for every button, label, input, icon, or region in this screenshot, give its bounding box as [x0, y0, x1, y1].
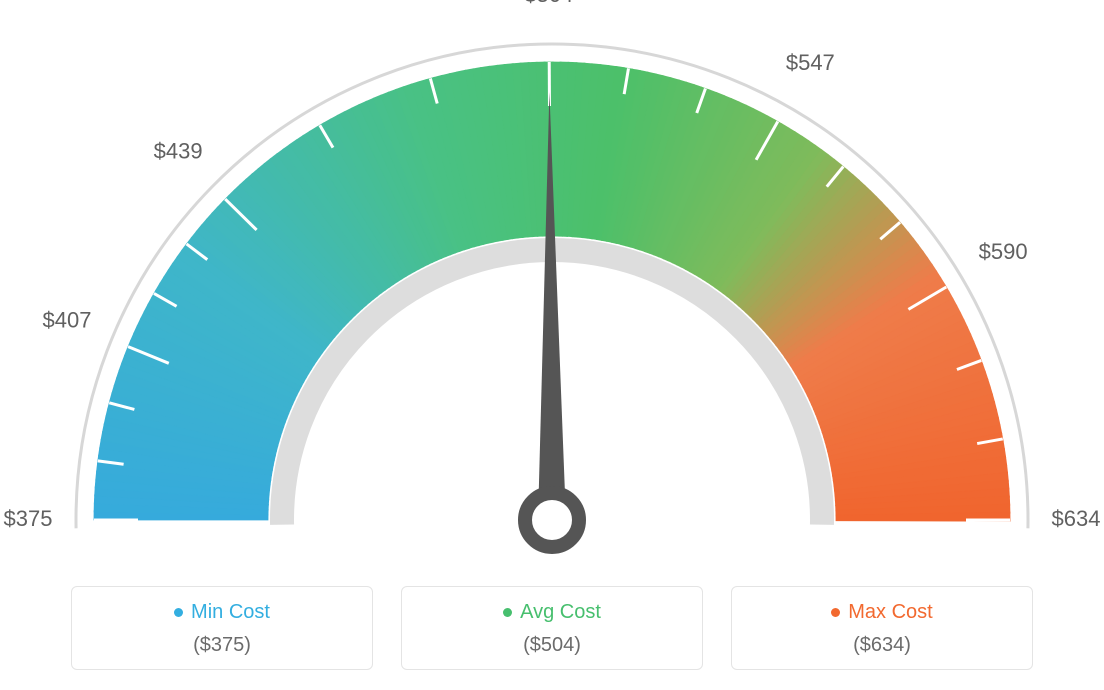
legend-title: Avg Cost — [503, 601, 601, 624]
legend-card-avg: Avg Cost ($504) — [401, 586, 703, 670]
legend-card-max: Max Cost ($634) — [731, 586, 1033, 670]
legend-value: ($504) — [402, 634, 702, 657]
legend-card-min: Min Cost ($375) — [71, 586, 373, 670]
legend-title-text: Max Cost — [848, 601, 932, 624]
legend-dot-icon — [174, 608, 183, 617]
legend-value: ($375) — [72, 634, 372, 657]
tick-label: $407 — [43, 307, 92, 332]
legend-row: Min Cost ($375) Avg Cost ($504) Max Cost ($63… — [0, 586, 1104, 670]
legend-dot-icon — [503, 608, 512, 617]
tick-label: $439 — [154, 139, 203, 164]
legend-title-text: Min Cost — [191, 601, 270, 624]
cost-gauge: $375 $407 $439 $504 $547 $590 $634 — [0, 0, 1104, 570]
tick-label: $375 — [4, 506, 53, 531]
legend-title: Max Cost — [831, 601, 932, 624]
legend-dot-icon — [831, 608, 840, 617]
legend-title: Min Cost — [174, 601, 270, 624]
tick-label: $634 — [1052, 506, 1101, 531]
tick-label: $590 — [979, 239, 1028, 264]
legend-value: ($634) — [732, 634, 1032, 657]
legend-title-text: Avg Cost — [520, 601, 601, 624]
gauge-needle-hub — [525, 493, 579, 547]
tick-label: $504 — [524, 0, 573, 7]
tick-label: $547 — [786, 50, 835, 75]
